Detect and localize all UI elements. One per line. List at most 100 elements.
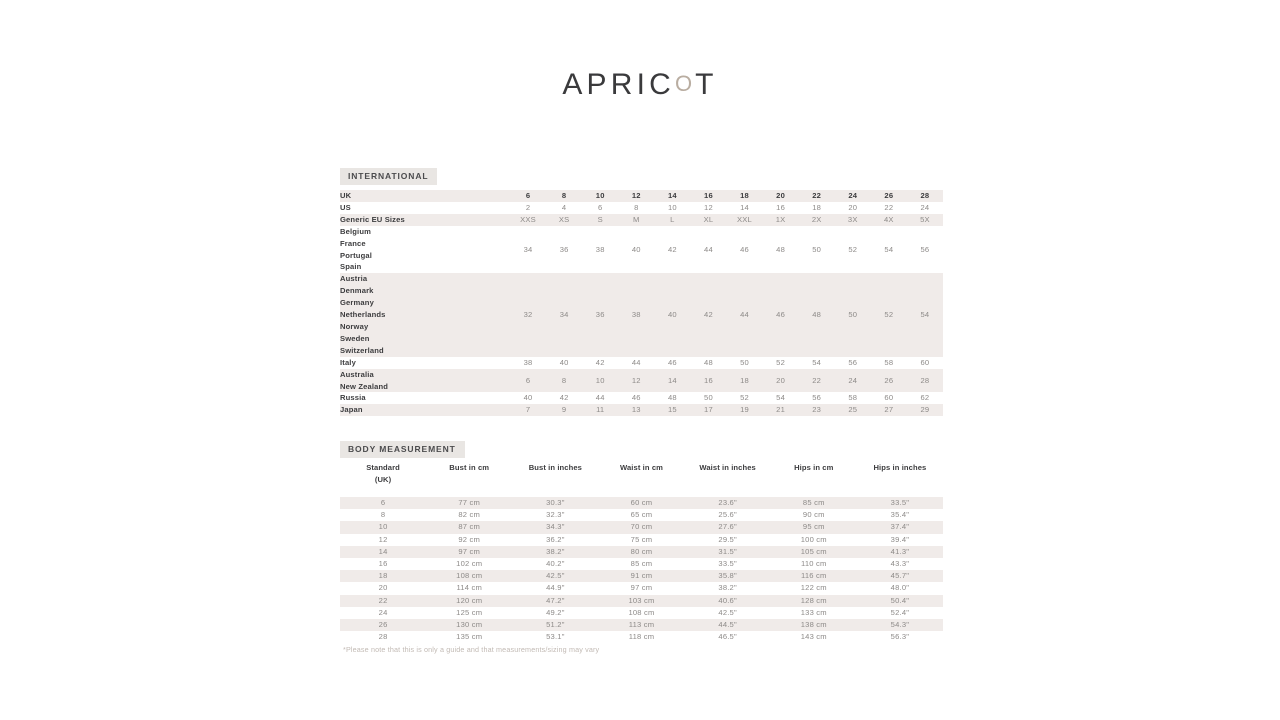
international-size-cell: 10 [595, 375, 605, 385]
international-size-cell: 11 [596, 405, 605, 415]
body-measurement-cell: 46.5" [718, 632, 737, 642]
body-measurement-cell: 90 cm [802, 510, 825, 520]
body-measurement-cell: 30.3" [546, 498, 565, 507]
body-measurement-cell: 105 cm [800, 546, 827, 556]
international-size-cell: 29 [920, 405, 930, 415]
international-size-cell: 24 [848, 375, 858, 385]
international-size-cell: 22 [812, 375, 822, 385]
body-measurement-cell: 24 [378, 607, 388, 617]
body-measurement-column-header-line: Waist in inches [699, 463, 756, 472]
body-measurement-cell: 80 cm [630, 546, 653, 556]
body-measurement-cell: 108 cm [456, 571, 483, 581]
international-row-label: Australia New Zealand [340, 369, 510, 393]
international-size-cell: 3X [847, 214, 858, 224]
body-measurement-cell: 77 cm [458, 498, 481, 507]
international-size-cell: 48 [812, 310, 822, 320]
international-size-cell: 20 [776, 375, 786, 385]
international-size-cell: 22 [884, 202, 894, 212]
international-size-cell: 44 [631, 357, 641, 367]
international-size-cell: 15 [667, 405, 677, 415]
body-measurement-cell: 29.5" [718, 534, 737, 544]
international-size-cell: 60 [884, 393, 894, 403]
international-size-cell: 28 [920, 375, 930, 385]
body-measurement-cell: 35.8" [718, 571, 737, 581]
body-measurement-cell: 27.6" [718, 522, 737, 532]
international-table-row: UK 6 8 10 12 14 16 18 20 22 24 26 28 [340, 190, 943, 202]
body-measurement-cell: 20 [378, 583, 388, 593]
international-size-cell: 13 [631, 405, 641, 415]
body-measurement-table-row: 22 120 cm 47.2" 103 cm 40.6" 128 cm 50.4" [340, 594, 943, 607]
body-measurement-cell: 44.9" [546, 583, 565, 593]
body-measurement-cell: 25.6" [718, 510, 737, 520]
international-size-cell: 48 [667, 393, 677, 403]
body-measurement-cell: 113 cm [628, 620, 655, 630]
body-measurement-column-header-line: (UK) [374, 474, 392, 484]
international-row-label: Italy [340, 357, 510, 369]
body-measurement-table-row: 16 102 cm 40.2" 85 cm 33.5" 110 cm 43.3" [340, 558, 943, 571]
body-measurement-table-row: 28 135 cm 53.1" 118 cm 46.5" 143 cm 56.3" [340, 631, 943, 644]
international-size-cell: 5X [920, 214, 930, 224]
body-measurement-cell: 118 cm [628, 632, 655, 642]
international-size-cell: 12 [631, 191, 641, 200]
international-size-cell: 17 [704, 405, 713, 415]
international-size-cell: 14 [740, 202, 749, 212]
international-size-cell: 54 [812, 357, 822, 367]
body-measurement-cell: 14 [378, 546, 388, 556]
international-size-cell: 52 [776, 357, 786, 367]
international-size-cell: 14 [667, 191, 677, 200]
international-size-cell: 54 [776, 393, 786, 403]
body-measurement-table-row: 12 92 cm 36.2" 75 cm 29.5" 100 cm 39.4" [340, 533, 943, 546]
body-measurement-cell: 56.3" [890, 632, 910, 642]
international-size-cell: XXS [520, 214, 536, 224]
international-size-cell: 56 [848, 357, 858, 367]
body-measurement-column-header: Bust in cm [426, 462, 512, 497]
international-row-label: Austria Denmark Germany Netherlands Norway Sw… [340, 273, 510, 356]
international-size-cell: 1X [775, 214, 786, 224]
international-size-cell: 48 [776, 244, 786, 254]
international-size-cell: 50 [848, 310, 858, 320]
international-size-cell: 44 [740, 310, 749, 320]
brand-logo-part2: T [695, 68, 718, 101]
international-size-cell: 9 [561, 405, 567, 415]
international-size-cell: 6 [525, 375, 531, 385]
international-size-cell: 48 [704, 357, 713, 367]
body-measurement-column-header: Hips in inches [857, 462, 943, 497]
international-size-cell: 46 [776, 310, 786, 320]
international-table-row: Generic EU Sizes XXS XS S M L XL XXL 1X 2X 3X 4X 5X [340, 213, 943, 226]
body-measurement-cell: 22 [378, 595, 388, 605]
international-size-cell: 16 [704, 375, 713, 385]
section-badge-body-measurement: BODY MEASUREMENT [340, 441, 465, 458]
international-size-cell: 14 [667, 375, 677, 385]
body-measurement-cell: 47.2" [546, 595, 565, 605]
body-measurement-cell: 38.2" [718, 583, 737, 593]
brand-logo-o-mark: O [675, 71, 696, 96]
international-size-cell: 36 [595, 310, 605, 320]
international-size-cell: 20 [848, 202, 858, 212]
international-row-label: Russia [340, 392, 510, 404]
international-size-cell: 52 [848, 244, 858, 254]
international-size-cell: 2 [525, 202, 531, 212]
body-measurement-cell: 70 cm [630, 522, 653, 532]
international-size-cell: 62 [920, 393, 930, 403]
body-measurement-cell: 34.3" [546, 522, 565, 532]
body-measurement-cell: 18 [378, 571, 388, 581]
international-row-label-line: Russia [340, 393, 366, 403]
international-size-cell: 10 [667, 202, 677, 212]
body-measurement-cell: 52.4" [890, 607, 910, 617]
international-size-cell: 50 [812, 244, 822, 254]
international-size-cell: 18 [812, 202, 822, 212]
international-size-cell: 52 [740, 393, 749, 403]
international-row-label-line: Germany [340, 298, 374, 308]
international-table-row: Australia New Zealand 6 8 10 12 14 16 18 20 22 24 26… [340, 368, 943, 393]
international-table-row: Russia 40 42 44 46 48 50 52 54 56 58 60 62 [340, 392, 943, 405]
body-measurement-cell: 51.2" [546, 620, 565, 630]
international-size-cell: XS [558, 214, 570, 224]
body-measurement-cell: 32.3" [546, 510, 565, 520]
international-size-cell: 16 [704, 191, 713, 200]
body-measurement-cell: 102 cm [456, 559, 483, 569]
body-measurement-cell: 135 cm [456, 632, 483, 642]
international-size-cell: 18 [740, 191, 749, 200]
international-size-cell: 25 [848, 405, 858, 415]
international-size-cell: 19 [740, 405, 749, 415]
